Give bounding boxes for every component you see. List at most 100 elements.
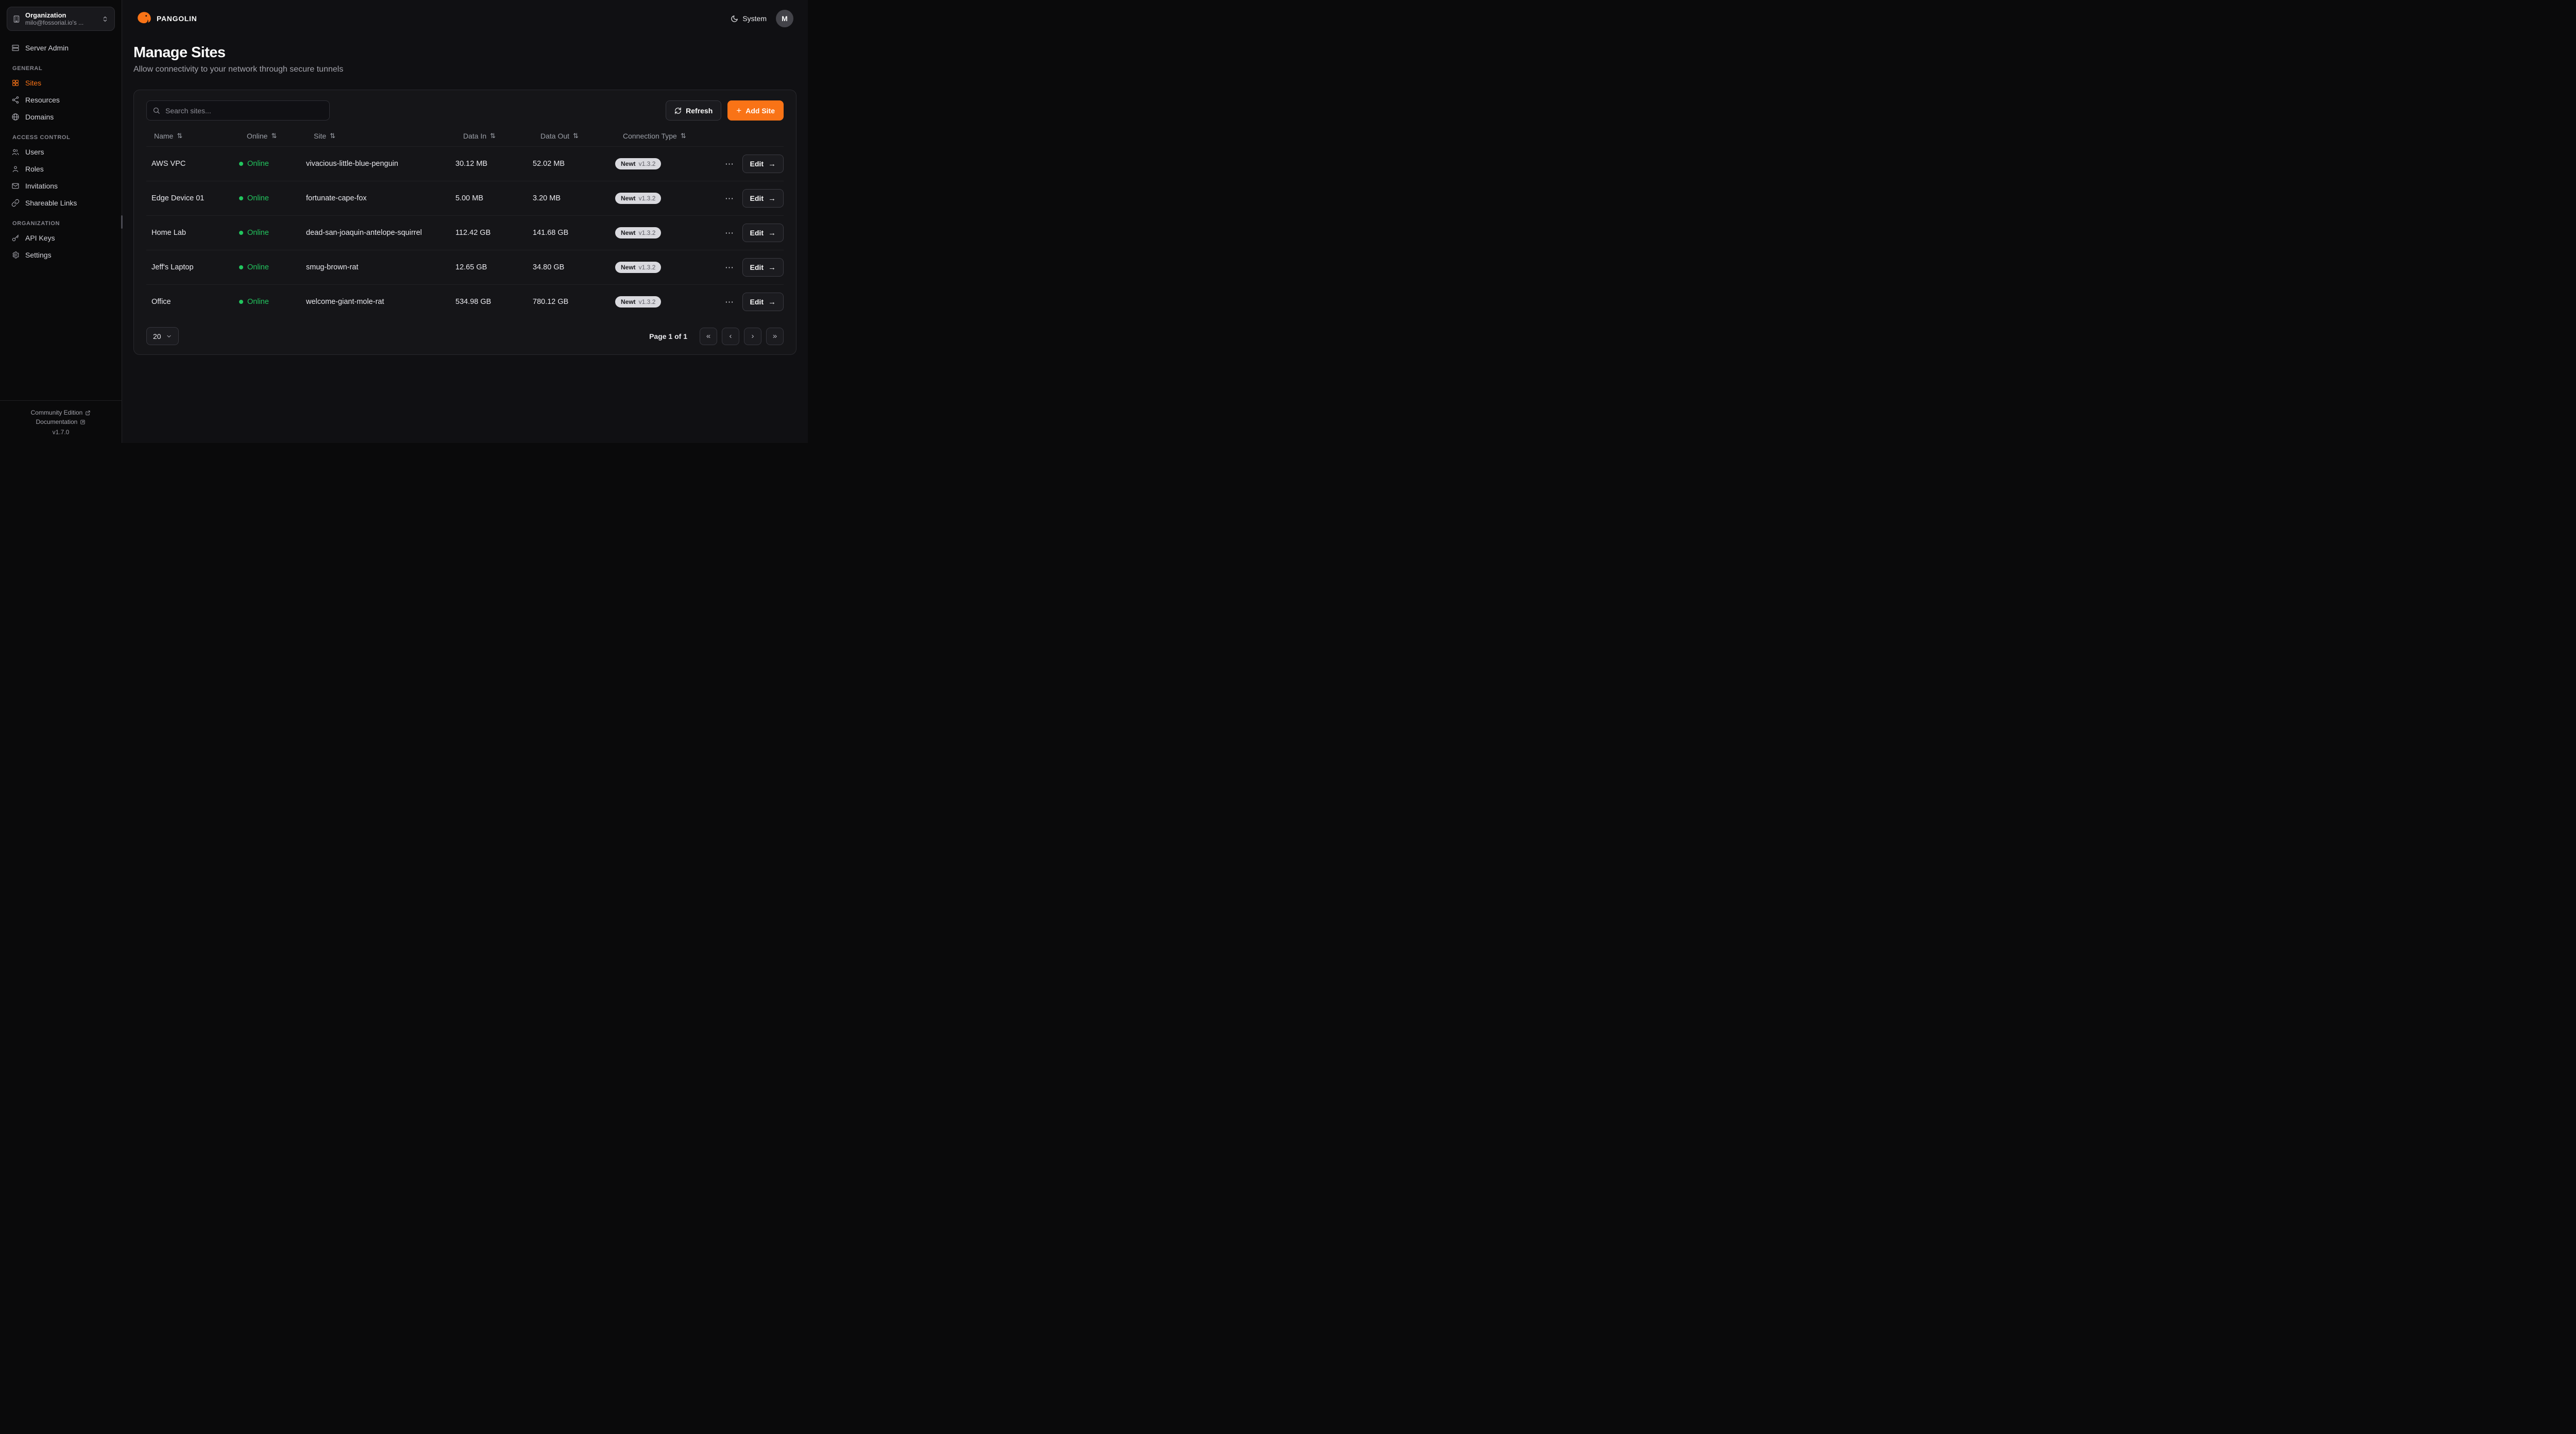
role-icon [11, 165, 20, 173]
app-root: Organization milo@fossorial.io's ... Ser… [0, 0, 808, 443]
sidebar-item-api-keys[interactable]: API Keys [6, 230, 115, 246]
sites-icon [11, 79, 20, 87]
toolbar-actions: Refresh + Add Site [666, 100, 784, 121]
page-title: Manage Sites [133, 44, 226, 61]
online-status: Online [239, 160, 306, 168]
org-selector-subtitle: milo@fossorial.io's ... [25, 19, 84, 26]
sidebar-item-sites[interactable]: Sites [6, 75, 115, 91]
user-avatar[interactable]: M [776, 10, 793, 27]
sidebar-item-users[interactable]: Users [6, 144, 115, 160]
row-menu-button[interactable]: ⋯ [722, 156, 737, 172]
app-version: v1.7.0 [52, 429, 70, 436]
connection-badge: Newt v1.3.2 [615, 193, 662, 204]
sidebar-item-label: Settings [25, 251, 52, 259]
sidebar-item-shareable-links[interactable]: Shareable Links [6, 195, 115, 211]
row-menu-button[interactable]: ⋯ [722, 191, 737, 206]
search-input[interactable] [146, 100, 330, 121]
search-icon [153, 107, 160, 114]
sidebar-item-resources[interactable]: Resources [6, 92, 115, 108]
previous-page-button[interactable]: ‹ [722, 327, 739, 345]
edit-button[interactable]: Edit → [742, 258, 784, 277]
sort-icon[interactable]: ⇅ [680, 132, 686, 140]
data-out: 52.02 MB [533, 160, 565, 168]
edit-button[interactable]: Edit → [742, 155, 784, 173]
sort-icon[interactable]: ⇅ [177, 132, 183, 140]
refresh-button[interactable]: Refresh [666, 100, 722, 121]
add-site-button[interactable]: + Add Site [727, 100, 784, 121]
gear-icon [11, 251, 20, 259]
theme-toggle-button[interactable]: System [731, 14, 767, 23]
site-name: Home Lab [151, 229, 186, 237]
section-label-access-control: ACCESS CONTROL [12, 134, 71, 141]
sidebar-item-server-admin[interactable]: Server Admin [6, 40, 115, 56]
topbar: PANGOLIN System M [122, 0, 808, 37]
row-actions: ⋯ Edit → [722, 293, 784, 311]
sidebar-footer: Community Edition Documentation v1.7.0 [0, 400, 122, 443]
column-header-data-out[interactable]: Data Out ⇅ [540, 132, 579, 140]
table-row: Home Lab Online dead-san-joaquin-antelop… [146, 215, 784, 250]
column-header-name[interactable]: Name ⇅ [154, 132, 183, 140]
sidebar-nav: Server Admin GENERAL Sites Resources Dom [0, 36, 122, 400]
pager: Page 1 of 1 « ‹ › » [649, 327, 784, 345]
arrow-right-icon: → [768, 194, 776, 203]
documentation-link[interactable]: Documentation [36, 418, 86, 425]
community-edition-link[interactable]: Community Edition [31, 409, 91, 416]
online-status: Online [239, 298, 306, 306]
sites-table: Name ⇅ Online ⇅ Site ⇅ Data In ⇅ Data Out ⇅ C… [146, 128, 784, 319]
sort-icon[interactable]: ⇅ [271, 132, 277, 140]
sidebar-item-domains[interactable]: Domains [6, 109, 115, 125]
table-row: Jeff's Laptop Online smug-brown-rat 12.6… [146, 250, 784, 284]
page-size-select[interactable]: 20 [146, 327, 179, 345]
connection-type: Newt v1.3.2 [615, 262, 722, 273]
next-page-button[interactable]: › [744, 327, 761, 345]
brand: PANGOLIN [137, 11, 197, 26]
row-menu-button[interactable]: ⋯ [722, 260, 737, 275]
online-status: Online [239, 263, 306, 271]
topbar-right: System M [731, 10, 793, 27]
page-indicator: Page 1 of 1 [649, 332, 687, 340]
page-size-value: 20 [153, 332, 161, 340]
plus-icon: + [736, 105, 742, 115]
org-selector[interactable]: Organization milo@fossorial.io's ... [7, 7, 115, 31]
server-icon [11, 44, 20, 52]
sort-icon[interactable]: ⇅ [573, 132, 579, 140]
globe-icon [11, 113, 20, 121]
documentation-label: Documentation [36, 418, 78, 425]
data-out: 34.80 GB [533, 263, 565, 271]
column-header-online[interactable]: Online ⇅ [247, 132, 277, 140]
arrow-right-icon: → [768, 159, 776, 168]
sort-icon[interactable]: ⇅ [330, 132, 336, 140]
edit-button[interactable]: Edit → [742, 224, 784, 242]
page-head: Manage Sites Allow connectivity to your … [122, 37, 808, 76]
row-actions: ⋯ Edit → [722, 224, 784, 242]
sort-icon[interactable]: ⇅ [490, 132, 496, 140]
site-slug: welcome-giant-mole-rat [306, 298, 384, 306]
row-menu-button[interactable]: ⋯ [722, 294, 737, 310]
refresh-label: Refresh [686, 106, 713, 115]
column-header-site[interactable]: Site ⇅ [314, 132, 336, 140]
sidebar-item-label: API Keys [25, 234, 55, 242]
sidebar: Organization milo@fossorial.io's ... Ser… [0, 0, 123, 443]
column-header-data-in[interactable]: Data In ⇅ [463, 132, 496, 140]
row-menu-button[interactable]: ⋯ [722, 225, 737, 241]
data-in: 5.00 MB [455, 194, 483, 202]
edit-button[interactable]: Edit → [742, 189, 784, 208]
arrow-right-icon: → [768, 228, 776, 237]
theme-label: System [742, 14, 767, 23]
last-page-button[interactable]: » [766, 327, 784, 345]
sidebar-item-invitations[interactable]: Invitations [6, 178, 115, 194]
column-header-connection-type[interactable]: Connection Type ⇅ [623, 132, 686, 140]
online-dot-icon [239, 300, 243, 304]
sidebar-resize-handle[interactable] [121, 215, 123, 229]
pagination-buttons: « ‹ › » [700, 327, 784, 345]
first-page-button[interactable]: « [700, 327, 717, 345]
chevrons-up-down-icon [101, 15, 109, 23]
edit-button[interactable]: Edit → [742, 293, 784, 311]
users-icon [11, 148, 20, 156]
sidebar-item-settings[interactable]: Settings [6, 247, 115, 263]
external-link-icon [86, 410, 90, 415]
sidebar-item-roles[interactable]: Roles [6, 161, 115, 177]
connection-badge: Newt v1.3.2 [615, 227, 662, 238]
org-selector-text: Organization milo@fossorial.io's ... [25, 11, 96, 26]
online-status: Online [239, 194, 306, 202]
